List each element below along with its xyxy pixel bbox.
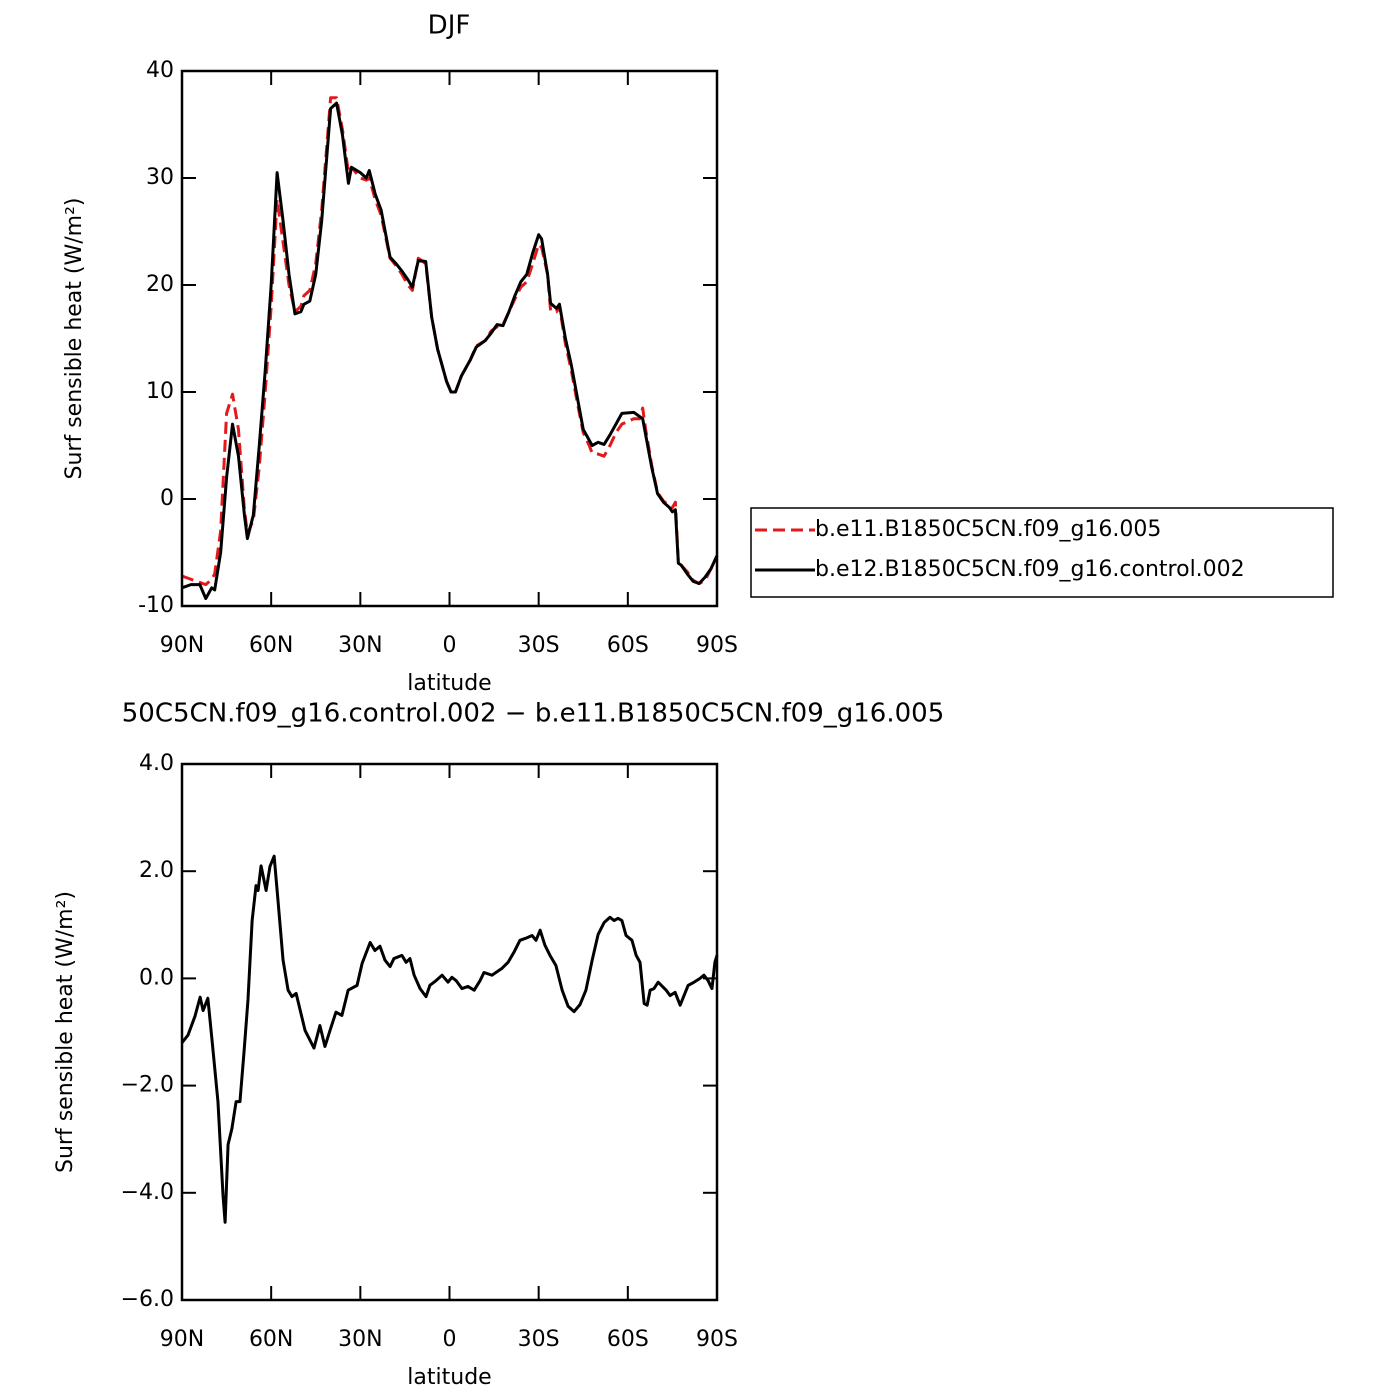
y-tick-label: 30	[146, 165, 174, 190]
y-axis-label: Surf sensible heat (W/m²)	[53, 891, 78, 1173]
legend-label: b.e11.B1850C5CN.f09_g16.005	[815, 517, 1161, 542]
x-tick-label: 30S	[518, 633, 560, 658]
x-tick-label: 0	[443, 1327, 457, 1352]
y-tick-label: 0.0	[139, 965, 174, 990]
plot-frame	[180, 762, 719, 1302]
plot-frame	[180, 69, 719, 608]
y-tick-label: −6.0	[121, 1287, 174, 1312]
y-tick-label: 40	[146, 58, 174, 83]
x-tick-label: 60S	[607, 1327, 649, 1352]
y-tick-label: −4.0	[121, 1180, 174, 1205]
chart-title: DJF	[428, 11, 471, 41]
data-line	[180, 854, 719, 1224]
y-tick-label: 0	[160, 486, 174, 511]
chart-title: 50C5CN.f09_g16.control.002 − b.e11.B1850…	[122, 699, 944, 729]
y-tick-label: 20	[146, 272, 174, 297]
y-tick-label: 10	[146, 379, 174, 404]
x-tick-label: 90N	[160, 1327, 204, 1352]
x-tick-label: 30S	[518, 1327, 560, 1352]
legend-label: b.e12.B1850C5CN.f09_g16.control.002	[815, 557, 1245, 582]
x-tick-label: 0	[443, 633, 457, 658]
x-tick-label: 90N	[160, 633, 204, 658]
data-line	[181, 96, 719, 587]
x-tick-label: 60N	[249, 1327, 293, 1352]
y-tick-label: -10	[138, 593, 174, 618]
x-tick-label: 30N	[338, 633, 382, 658]
y-tick-label: −2.0	[121, 1073, 174, 1098]
x-tick-label: 60N	[249, 633, 293, 658]
x-tick-label: 90S	[696, 633, 738, 658]
legend-box	[750, 507, 1334, 598]
x-tick-label: 90S	[696, 1327, 738, 1352]
x-tick-label: 60S	[607, 633, 649, 658]
x-axis-label: latitude	[407, 671, 491, 696]
data-line	[181, 101, 719, 601]
y-tick-label: 4.0	[139, 751, 174, 776]
x-tick-label: 30N	[338, 1327, 382, 1352]
y-tick-label: 2.0	[139, 858, 174, 883]
y-axis-label: Surf sensible heat (W/m²)	[62, 198, 87, 480]
x-axis-label: latitude	[407, 1365, 491, 1390]
